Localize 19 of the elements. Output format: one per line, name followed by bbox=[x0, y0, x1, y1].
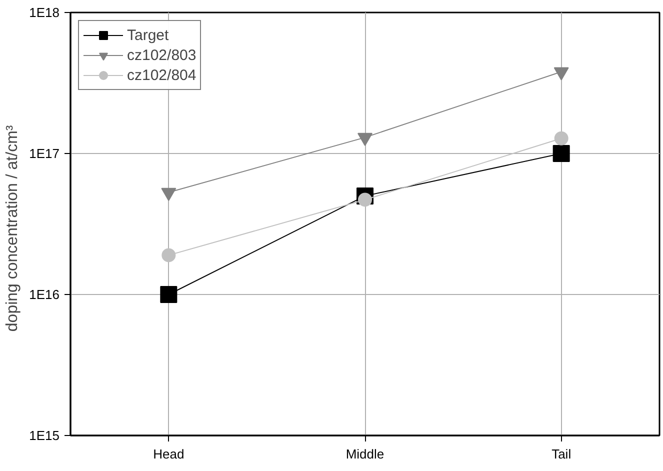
y-tick-label: 1E15 bbox=[29, 428, 60, 443]
y-axis-title: doping concentration / at/cm³ bbox=[4, 124, 22, 332]
legend-label: cz102/803 bbox=[127, 46, 196, 64]
x-tick-label: Head bbox=[153, 446, 184, 462]
y-tick-label: 1E16 bbox=[29, 287, 60, 302]
y-tick-label: 1E18 bbox=[29, 5, 60, 20]
point bbox=[160, 286, 178, 303]
x-tick-label: Tail bbox=[552, 446, 572, 462]
x-tick-label: Middle bbox=[346, 446, 384, 462]
point bbox=[554, 67, 569, 80]
point bbox=[554, 131, 568, 146]
legend-label: Target bbox=[127, 26, 169, 44]
legend-label: cz102/804 bbox=[127, 66, 196, 84]
point bbox=[358, 132, 372, 146]
point bbox=[358, 192, 372, 207]
y-tick-label: 1E17 bbox=[29, 146, 60, 161]
point bbox=[162, 248, 176, 262]
point bbox=[552, 145, 570, 162]
point bbox=[161, 188, 176, 201]
